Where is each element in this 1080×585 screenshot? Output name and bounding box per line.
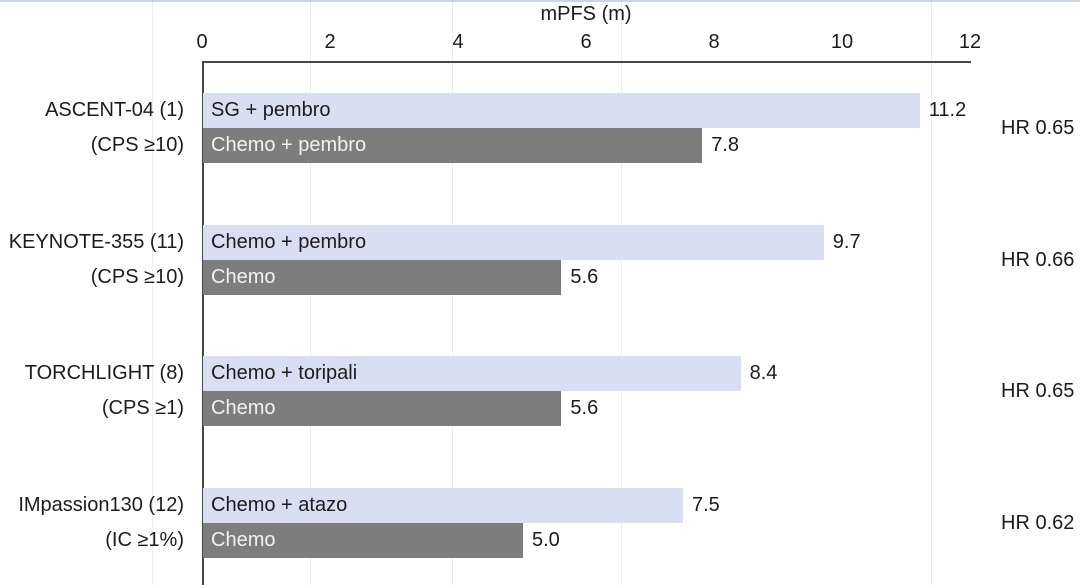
trial-criteria-label: (IC ≥1%) bbox=[105, 529, 184, 551]
bar-control: Chemo bbox=[203, 523, 523, 558]
bar-control: Chemo + pembro bbox=[203, 128, 703, 163]
bar-control: Chemo bbox=[203, 391, 562, 427]
x-axis-tick-label: 12 bbox=[958, 31, 982, 53]
x-axis-tick-label: 0 bbox=[196, 31, 208, 53]
y-axis-line bbox=[202, 61, 204, 585]
hazard-ratio-label: HR 0.66 bbox=[1001, 248, 1075, 271]
hazard-ratio-label: HR 0.62 bbox=[1001, 512, 1075, 534]
bar-arm-label: Chemo + toripali bbox=[211, 362, 358, 385]
hazard-ratio-label: HR 0.65 bbox=[1001, 380, 1075, 403]
bar-experimental: SG + pembro bbox=[203, 93, 920, 128]
x-axis-tick-label: 6 bbox=[580, 31, 592, 53]
trial-name-label: KEYNOTE-355 (11) bbox=[8, 230, 184, 253]
trial-name-label: IMpassion130 (12) bbox=[18, 494, 184, 516]
x-axis-line bbox=[202, 61, 971, 63]
bar-arm-label: Chemo bbox=[211, 529, 276, 551]
trial-name-label: ASCENT-04 (1) bbox=[45, 99, 184, 121]
chart-title: mPFS (m) bbox=[540, 3, 632, 25]
bar-value-label: 8.4 bbox=[749, 362, 778, 385]
trial-criteria-label: (CPS ≥10) bbox=[90, 265, 184, 288]
x-axis-tick-label: 2 bbox=[324, 31, 336, 53]
bar-arm-label: Chemo + pembro bbox=[211, 134, 367, 156]
bar-value-label: 5.6 bbox=[570, 265, 599, 288]
trial-criteria-label: (CPS ≥10) bbox=[90, 134, 184, 156]
bar-arm-label: Chemo + atazo bbox=[211, 494, 348, 516]
bar-arm-label: Chemo bbox=[211, 265, 276, 288]
bar-experimental: Chemo + atazo bbox=[203, 488, 683, 523]
bar-value-label: 5.6 bbox=[570, 397, 599, 420]
bar-arm-label: Chemo + pembro bbox=[211, 230, 367, 253]
bar-experimental: Chemo + pembro bbox=[203, 224, 824, 260]
bar-value-label: 11.2 bbox=[928, 99, 967, 121]
background-divider-line bbox=[931, 0, 932, 585]
trial-criteria-label: (CPS ≥1) bbox=[101, 397, 184, 420]
top-border-line bbox=[0, 0, 1080, 2]
x-axis-tick-label: 10 bbox=[830, 31, 854, 53]
bar-value-label: 7.8 bbox=[711, 134, 739, 156]
bar-experimental: Chemo + toripali bbox=[203, 356, 741, 392]
bar-value-label: 9.7 bbox=[832, 230, 861, 253]
hazard-ratio-label: HR 0.65 bbox=[1001, 117, 1075, 139]
bar-control: Chemo bbox=[203, 259, 562, 295]
background-divider-line bbox=[621, 0, 622, 585]
background-divider-line bbox=[152, 0, 153, 585]
bar-arm-label: SG + pembro bbox=[211, 99, 331, 121]
trial-name-label: TORCHLIGHT (8) bbox=[24, 362, 184, 385]
bar-arm-label: Chemo bbox=[211, 397, 276, 420]
x-axis-tick-label: 8 bbox=[708, 31, 720, 53]
bar-value-label: 7.5 bbox=[692, 494, 720, 516]
bar-value-label: 5.0 bbox=[532, 529, 560, 551]
x-axis-tick-label: 4 bbox=[452, 31, 464, 53]
